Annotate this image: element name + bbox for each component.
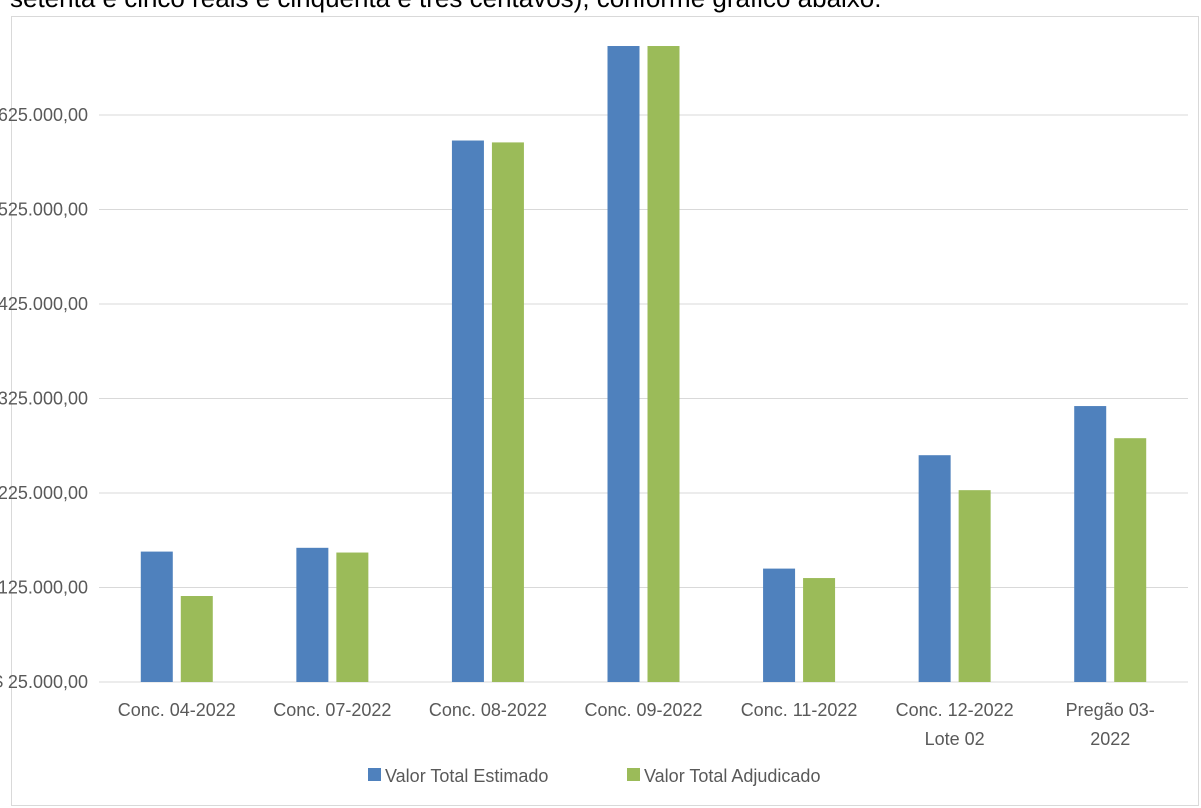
bar-valor-adjudicado bbox=[958, 490, 991, 682]
legend-swatch bbox=[368, 768, 381, 781]
x-tick-label: Conc. 04-2022 bbox=[118, 700, 236, 720]
y-tick-label: R$ 125.000,00 bbox=[0, 578, 88, 598]
bar-valor-estimado bbox=[296, 547, 329, 682]
bar-valor-estimado bbox=[451, 140, 484, 682]
chart-frame bbox=[11, 16, 1199, 806]
y-tick-label: R$ 325.000,00 bbox=[0, 389, 88, 409]
y-tick-label: R$ 525.000,00 bbox=[0, 200, 88, 220]
bar-valor-adjudicado bbox=[336, 552, 369, 682]
bar-valor-adjudicado bbox=[1114, 438, 1147, 682]
legend-label: Valor Total Estimado bbox=[385, 766, 548, 786]
bar-valor-adjudicado bbox=[803, 578, 836, 682]
x-tick-label: Conc. 11-2022 bbox=[741, 700, 858, 720]
legend-swatch bbox=[627, 768, 640, 781]
x-axis-labels: Conc. 04-2022 Conc. 07-2022 Conc. 08-2022 C… bbox=[118, 700, 1155, 749]
bar-valor-adjudicado bbox=[647, 46, 680, 682]
legend: Valor Total Estimado Valor Total Adjudica… bbox=[368, 766, 820, 786]
x-tick-label: 2022 bbox=[1090, 729, 1130, 749]
bar-valor-estimado bbox=[1074, 406, 1107, 682]
y-axis-labels: R$ 25.000,00 R$ 125.000,00 R$ 225.000,00 R$… bbox=[0, 105, 88, 692]
bars bbox=[140, 46, 1147, 682]
page-text: setenta e cinco reais e cinquenta e três… bbox=[10, 0, 1200, 14]
y-tick-label: R$ 225.000,00 bbox=[0, 483, 88, 503]
y-tick-label: R$ 425.000,00 bbox=[0, 294, 88, 314]
y-tick-label: R$ 625.000,00 bbox=[0, 105, 88, 125]
x-tick-label: Conc. 12-2022 bbox=[896, 700, 1014, 720]
bar-valor-adjudicado bbox=[180, 596, 213, 682]
bar-valor-estimado bbox=[763, 568, 796, 682]
bar-valor-estimado bbox=[607, 46, 640, 682]
x-tick-label: Lote 02 bbox=[925, 729, 985, 749]
x-tick-label: Pregão 03- bbox=[1066, 700, 1155, 720]
bar-valor-adjudicado bbox=[491, 142, 524, 682]
legend-label: Valor Total Adjudicado bbox=[644, 766, 820, 786]
bar-valor-estimado bbox=[140, 551, 173, 682]
x-tick-label: Conc. 08-2022 bbox=[429, 700, 547, 720]
x-tick-label: Conc. 07-2022 bbox=[273, 700, 391, 720]
y-tick-label: R$ 25.000,00 bbox=[0, 672, 88, 692]
x-tick-label: Conc. 09-2022 bbox=[584, 700, 702, 720]
gridlines bbox=[99, 114, 1188, 683]
bar-valor-estimado bbox=[918, 455, 951, 682]
